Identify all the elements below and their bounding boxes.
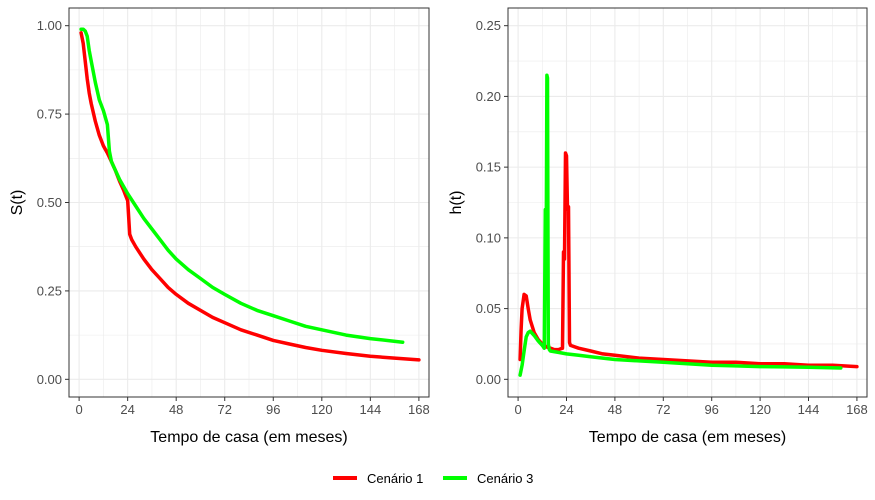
x-axis-title: Tempo de casa (em meses) bbox=[150, 429, 347, 446]
x-tick-label: 72 bbox=[217, 402, 231, 417]
x-tick-label: 120 bbox=[749, 402, 771, 417]
x-ticks: 0 24 48 72 96 120 144 168 bbox=[75, 397, 430, 417]
grid-major bbox=[69, 8, 429, 397]
y-tick-label: 0.15 bbox=[476, 160, 501, 175]
x-tick-label: 144 bbox=[798, 402, 820, 417]
legend-label-scenario1: Cenário 1 bbox=[367, 471, 423, 486]
x-tick-label: 0 bbox=[75, 402, 82, 417]
x-tick-label: 96 bbox=[704, 402, 718, 417]
series-lines bbox=[518, 73, 859, 377]
y-tick-label: 0.00 bbox=[476, 372, 501, 387]
series-line-cen-rio-1 bbox=[518, 151, 859, 369]
x-ticks: 0 24 48 72 96 120 144 168 bbox=[514, 397, 868, 417]
x-tick-label: 120 bbox=[311, 402, 333, 417]
series-line-cen-rio-3 bbox=[518, 73, 843, 377]
y-tick-label: 0.20 bbox=[476, 89, 501, 104]
x-tick-label: 24 bbox=[120, 402, 134, 417]
x-tick-label: 72 bbox=[656, 402, 670, 417]
series-lines bbox=[79, 27, 421, 362]
series-line-cen-rio-3 bbox=[79, 27, 405, 344]
y-ticks: 0.00 0.05 0.10 0.15 0.20 0.25 bbox=[476, 18, 508, 387]
legend-label-scenario3: Cenário 3 bbox=[477, 471, 533, 486]
x-tick-label: 144 bbox=[359, 402, 381, 417]
y-tick-label: 0.25 bbox=[37, 283, 62, 298]
y-tick-label: 0.00 bbox=[37, 372, 62, 387]
y-axis-title: h(t) bbox=[448, 191, 465, 215]
y-tick-label: 0.10 bbox=[476, 230, 501, 245]
legend: Cenário 1 Cenário 3 bbox=[333, 471, 533, 486]
x-tick-label: 0 bbox=[514, 402, 521, 417]
x-tick-label: 24 bbox=[559, 402, 573, 417]
panel-border bbox=[507, 7, 868, 398]
y-axis-title: S(t) bbox=[9, 190, 26, 216]
y-tick-label: 0.05 bbox=[476, 301, 501, 316]
y-tick-label: 0.75 bbox=[37, 107, 62, 122]
panel-survival: 0 24 48 72 96 120 144 168 0.000.250.500.751.00 … bbox=[9, 7, 430, 446]
y-tick-label: 0.50 bbox=[37, 195, 62, 210]
x-tick-label: 48 bbox=[608, 402, 622, 417]
y-ticks: 0.00 0.25 0.50 0.75 1.00 bbox=[37, 18, 69, 387]
y-tick-label: 0.25 bbox=[476, 18, 501, 33]
x-tick-label: 48 bbox=[169, 402, 183, 417]
y-tick-label: 1.00 bbox=[37, 18, 62, 33]
x-axis-title: Tempo de casa (em meses) bbox=[589, 429, 786, 446]
x-tick-label: 96 bbox=[266, 402, 280, 417]
panel-hazard: 0 24 48 72 96 120 144 168 0.000.050.100.150.200… bbox=[448, 7, 868, 446]
x-tick-label: 168 bbox=[846, 402, 868, 417]
series-line-cen-rio-1 bbox=[79, 31, 421, 362]
x-tick-label: 168 bbox=[408, 402, 430, 417]
